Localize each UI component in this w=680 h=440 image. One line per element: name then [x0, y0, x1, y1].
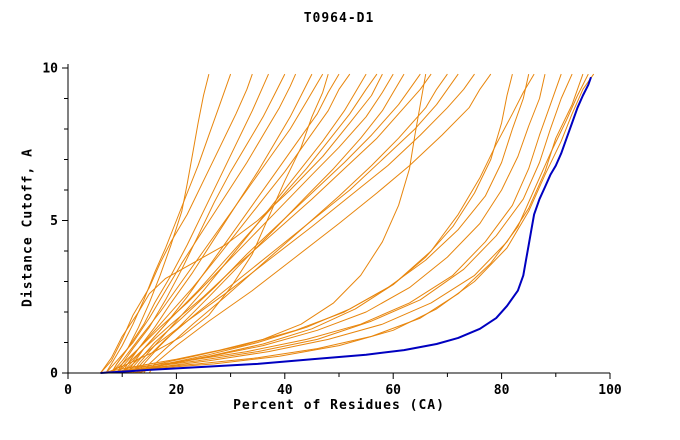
series-line [111, 73, 394, 374]
series-line [100, 73, 253, 374]
tick-label: 40 [277, 383, 293, 398]
tick-label: 0 [64, 383, 72, 398]
chart-title: T0964-D1 [303, 11, 375, 26]
series-line [121, 73, 378, 374]
series-line [110, 73, 210, 374]
tick-labels-group: 0 20 40 60 80 100 0 5 10 [42, 62, 622, 399]
series-line [116, 73, 595, 374]
series-line [111, 73, 562, 374]
tick-label: 0 [50, 367, 58, 382]
series-line [132, 73, 367, 374]
axes-group [62, 64, 611, 379]
series-line [111, 73, 324, 374]
series-line [116, 73, 432, 374]
series-line [116, 73, 286, 374]
series-line [122, 73, 535, 374]
tick-label: 100 [598, 383, 622, 398]
series-line [121, 73, 475, 374]
series-line [138, 73, 405, 374]
series-line [148, 73, 492, 374]
series-line [121, 73, 313, 374]
series-line [132, 73, 584, 374]
series-line [110, 73, 269, 374]
tick-label: 10 [42, 62, 58, 77]
series-line [105, 73, 232, 374]
series-line [100, 74, 427, 374]
series-line [122, 73, 573, 374]
tick-label: 60 [385, 383, 401, 398]
series-line [116, 73, 351, 374]
series-line [105, 73, 297, 374]
tick-label: 80 [494, 383, 510, 398]
highlight-line [100, 76, 592, 374]
series-line [132, 73, 459, 374]
tick-label: 20 [169, 383, 185, 398]
tick-label: 5 [50, 214, 58, 229]
series-line [100, 73, 383, 374]
series-line [105, 73, 329, 374]
series-line [127, 73, 421, 374]
series-line [127, 73, 546, 374]
series-group [100, 73, 595, 374]
series-line [138, 73, 513, 374]
x-axis-label: Percent of Residues (CA) [233, 398, 445, 413]
series-line [116, 73, 530, 374]
